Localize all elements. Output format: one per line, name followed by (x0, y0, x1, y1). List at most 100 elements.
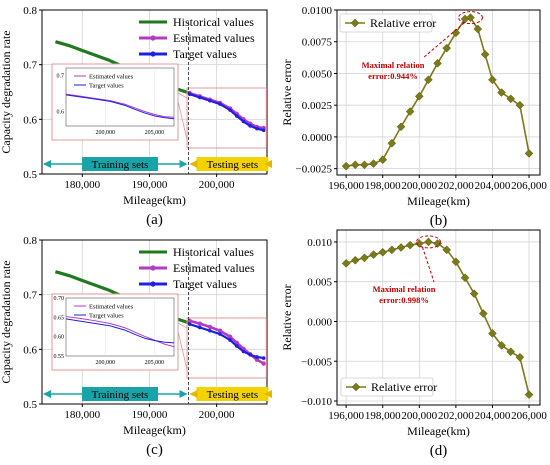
x-tick-label: 198,000 (365, 410, 401, 422)
relative-error-point (506, 94, 516, 104)
inset-target-line (65, 318, 175, 344)
relative-error-point (451, 257, 461, 267)
inset: 200,000 205,000 0.55 0.60 0.65 0.70 Estimated … (51, 293, 179, 371)
y-tick-label: 0.8 (23, 235, 37, 247)
legend-label: Relative error (371, 380, 437, 394)
target-point (218, 102, 222, 106)
y-tick-label: 0.7 (23, 60, 37, 72)
legend-box (339, 13, 433, 33)
relative-error-point (350, 160, 360, 170)
y-tick-label: 0.0075 (302, 37, 333, 49)
inset-legend-label: Estimated values (89, 304, 134, 311)
max-error-annotation: Maximal relation (362, 60, 425, 70)
target-point (208, 328, 212, 333)
legend: Relative error (340, 377, 437, 397)
x-tick-label: 200,000 (401, 180, 437, 192)
relative-error-point (341, 259, 351, 268)
y-tick-label: 0.0100 (302, 5, 333, 17)
relative-error-point (524, 149, 534, 158)
zoom-connector (177, 330, 188, 371)
target-point (261, 356, 266, 360)
relative-error-point (488, 329, 497, 338)
legend-label: Target values (173, 277, 237, 291)
y-tick-label: 0.5 (23, 169, 37, 181)
y-tick-label: 0.6 (23, 114, 37, 126)
legend-marker (150, 51, 156, 57)
panel-label: (a) (146, 212, 163, 228)
relative-error-point (524, 390, 534, 400)
max-error-value: error:0.944% (368, 71, 418, 81)
target-point (187, 92, 192, 96)
y-tick-label: 0.000 (307, 316, 332, 328)
x-axis-label: Mileage(km) (407, 194, 470, 208)
relative-error-point (506, 347, 516, 357)
zoom-connector (177, 92, 188, 99)
max-error-annotation: Maximal relation (373, 284, 436, 294)
chart-layer: 180,000 190,000 200,000 0.5 0.6 0.7 0.8 Mileage… (0, 5, 547, 459)
target-point (241, 119, 246, 124)
plot-frame (41, 9, 268, 175)
relative-error-point (478, 309, 488, 318)
zoom-region (186, 317, 267, 379)
x-axis-label: Mileage(km) (123, 193, 186, 207)
zoom-region (186, 87, 267, 149)
x-tick-label: 200,000 (199, 179, 235, 191)
grid-lines (337, 230, 540, 405)
relative-error-point (497, 88, 506, 97)
relative-error-point (469, 289, 479, 298)
estimated-point (207, 324, 213, 330)
relative-error-point (488, 75, 497, 85)
relative-error-point (473, 24, 483, 34)
x-axis-label: Mileage(km) (407, 424, 470, 438)
target-point (228, 338, 232, 342)
relative-error-point (360, 253, 369, 263)
legend: Historical values Estimated values Target … (139, 15, 255, 61)
y-axis-label: Relative error (280, 284, 294, 350)
x-axis-label: Mileage(km) (123, 423, 186, 437)
inset-target-line (65, 94, 175, 120)
estimated-point (217, 328, 223, 333)
testing-sets-label: Testing sets (207, 389, 258, 401)
relative-error-point (396, 243, 406, 252)
x-tick-label: 206,000 (511, 180, 547, 192)
x-tick-label: 180,000 (64, 409, 100, 421)
panel-label: (d) (430, 443, 448, 459)
legend-label: Historical values (173, 15, 254, 29)
inset-y-tick-label: 0.60 (54, 335, 65, 341)
peak-highlight (458, 11, 484, 25)
relative-error-point (369, 250, 378, 260)
relative-error-point (396, 122, 406, 132)
relative-error-point (378, 155, 388, 165)
x-tick-label: 196,000 (328, 180, 364, 192)
target-point (241, 349, 246, 354)
target-point (208, 98, 212, 103)
y-tick-label: 0.0025 (302, 100, 333, 112)
inset-x-tick-label: 200,000 (96, 360, 116, 366)
inset: 200,000 205,000 0.6 0.7 Estimated values Targ… (51, 63, 179, 141)
inset-legend-label: Target values (89, 83, 124, 90)
relative-error-point (442, 43, 452, 53)
legend-marker (350, 18, 360, 28)
x-tick-label: 198,000 (365, 180, 401, 192)
panel-c: 180,000 190,000 200,000 0.5 0.6 0.7 0.8 Mileage… (0, 235, 272, 458)
panel-d: 196,000 198,000 200,000 202,000 204,000 206,0… (280, 229, 547, 459)
target-point (255, 355, 259, 359)
inset-y-tick-label: 0.70 (54, 296, 65, 302)
y-tick-label: 0.8 (23, 5, 37, 17)
estimated-point (197, 321, 203, 326)
training-sets-box (82, 387, 158, 401)
legend-label: Relative error (370, 16, 436, 30)
relative-error-point (360, 160, 369, 170)
peak-highlight (415, 235, 441, 249)
legend-label: Target values (173, 47, 237, 61)
x-tick-label: 190,000 (132, 179, 168, 191)
y-axis-label: Capacity degradation rate (0, 30, 13, 153)
relative-error-point (341, 161, 351, 171)
training-sets-label: Training sets (92, 159, 149, 171)
relative-error-point (515, 100, 525, 110)
x-tick-label: 200,000 (401, 410, 437, 422)
inset-estimated-line (65, 316, 175, 348)
target-series-line (189, 323, 264, 360)
target-series-line (189, 93, 264, 132)
target-point (218, 332, 222, 336)
